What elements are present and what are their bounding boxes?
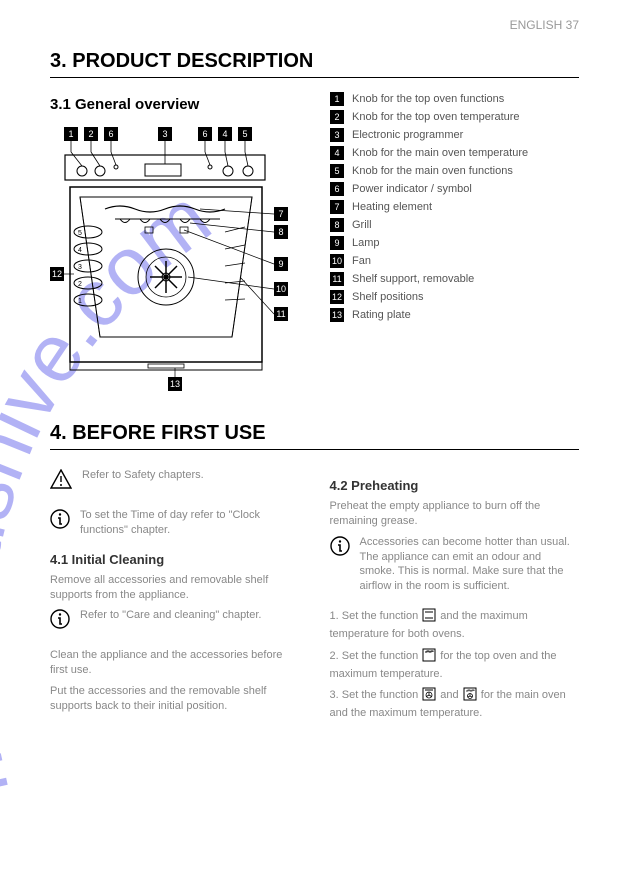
- step-1: 1. Set the function and the maximum temp…: [330, 608, 580, 642]
- rule-1: [50, 77, 579, 78]
- callout-12: 12: [50, 267, 64, 281]
- callout-11: 11: [274, 307, 288, 321]
- svg-text:1: 1: [78, 298, 82, 305]
- warning-note: Refer to Safety chapters.: [50, 468, 300, 494]
- legend-row: 11Shelf support, removable: [330, 272, 579, 286]
- legend-row: 9Lamp: [330, 236, 579, 250]
- callout-1: 1: [64, 127, 78, 141]
- callout-3: 3: [158, 127, 172, 141]
- body-text: Preheat the empty appliance to burn off …: [330, 499, 580, 529]
- callout-6b: 6: [198, 127, 212, 141]
- legend-list: 1Knob for the top oven functions 2Knob f…: [330, 92, 579, 322]
- info-icon: [50, 609, 70, 634]
- legend-row: 5Knob for the main oven functions: [330, 164, 579, 178]
- legend-row: 7Heating element: [330, 200, 579, 214]
- callout-2: 2: [84, 127, 98, 141]
- legend-row: 6Power indicator / symbol: [330, 182, 579, 196]
- warning-text: Refer to Safety chapters.: [82, 468, 204, 483]
- info-note-2: Refer to "Care and cleaning" chapter.: [50, 608, 300, 634]
- fan-grill-icon: [422, 687, 436, 706]
- rule-2: [50, 449, 579, 450]
- info-note-1: To set the Time of day refer to "Clock f…: [50, 508, 300, 538]
- svg-text:5: 5: [78, 230, 82, 237]
- info-text-2: Refer to "Care and cleaning" chapter.: [80, 608, 261, 623]
- info-text-1: To set the Time of day refer to "Clock f…: [80, 508, 300, 538]
- callout-9: 9: [274, 257, 288, 271]
- subsection-preheat: 4.2 Preheating: [330, 478, 580, 493]
- legend-row: 13Rating plate: [330, 308, 579, 322]
- info-icon: [50, 509, 70, 534]
- legend-row: 8Grill: [330, 218, 579, 232]
- callout-7: 7: [274, 207, 288, 221]
- info-icon: [330, 536, 350, 561]
- body-text: Clean the appliance and the accessories …: [50, 648, 300, 678]
- callout-8: 8: [274, 225, 288, 239]
- legend-row: 10Fan: [330, 254, 579, 268]
- legend-row: 1Knob for the top oven functions: [330, 92, 579, 106]
- legend-row: 2Knob for the top oven temperature: [330, 110, 579, 124]
- oven-diagram: 1 2 6 3 6 4 5 12 7 8 9 10 11 13: [50, 127, 300, 392]
- info-note-3: Accessories can become hotter than usual…: [330, 535, 580, 594]
- svg-text:3: 3: [78, 264, 82, 271]
- callout-4: 4: [218, 127, 232, 141]
- svg-text:2: 2: [78, 281, 82, 288]
- step-3: 3. Set the function and for the main ove…: [330, 687, 580, 721]
- subsection-overview: 3.1 General overview: [50, 96, 300, 113]
- section-title-1: 3. PRODUCT DESCRIPTION: [50, 50, 579, 73]
- callout-5: 5: [238, 127, 252, 141]
- callout-10: 10: [274, 282, 288, 296]
- turbo-grill-icon: [463, 687, 477, 706]
- section-title-2: 4. BEFORE FIRST USE: [50, 422, 579, 445]
- grill-icon: [422, 648, 436, 667]
- conventional-icon: [422, 608, 436, 627]
- page-number: ENGLISH 37: [510, 18, 579, 32]
- callout-6: 6: [104, 127, 118, 141]
- svg-text:4: 4: [78, 247, 82, 254]
- warning-icon: [50, 469, 72, 494]
- info-text-3: Accessories can become hotter than usual…: [360, 535, 580, 594]
- body-text: Remove all accessories and removable she…: [50, 573, 300, 603]
- legend-row: 3Electronic programmer: [330, 128, 579, 142]
- callout-13: 13: [168, 377, 182, 391]
- legend-row: 12Shelf positions: [330, 290, 579, 304]
- body-text: Put the accessories and the removable sh…: [50, 684, 300, 714]
- legend-row: 4Knob for the main oven temperature: [330, 146, 579, 160]
- subsection-cleaning: 4.1 Initial Cleaning: [50, 552, 300, 567]
- step-2: 2. Set the function for the top oven and…: [330, 648, 580, 682]
